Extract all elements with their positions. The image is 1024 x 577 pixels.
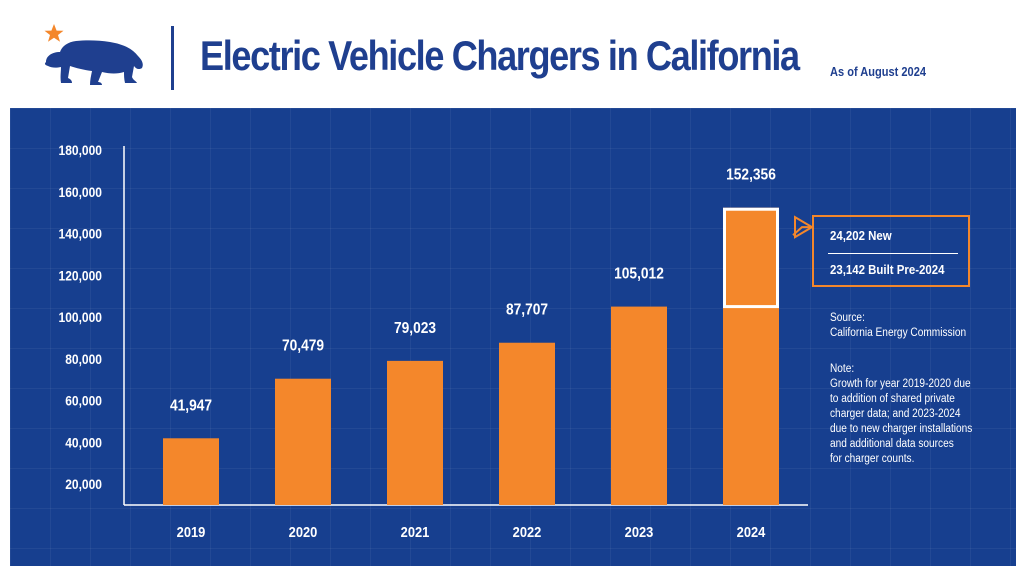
y-tick-label: 40,000 (65, 434, 102, 450)
y-tick-label: 140,000 (59, 226, 102, 242)
note-label: Note: (830, 363, 855, 375)
y-tick-label: 20,000 (65, 476, 102, 492)
bar (275, 378, 331, 505)
star-icon (44, 24, 64, 42)
x-tick-label: 2022 (513, 523, 542, 540)
callout-new: 24,202 New (830, 228, 892, 243)
source-block: Source: California Energy Commission (830, 311, 966, 341)
note-line: for charger counts. (830, 453, 915, 465)
bar (163, 438, 219, 505)
bar (723, 207, 779, 505)
note-line: and additional data sources (830, 438, 954, 450)
x-tick-label: 2023 (625, 523, 654, 540)
x-tick-label: 2021 (401, 523, 430, 540)
y-tick-label: 160,000 (59, 184, 102, 200)
callout-arrow (794, 215, 814, 239)
y-tick-label: 180,000 (59, 142, 102, 158)
value-label: 41,947 (170, 396, 212, 414)
header: Electric Vehicle Chargers in California … (0, 0, 1024, 108)
y-tick-label: 80,000 (65, 351, 102, 367)
note-block: Note: Growth for year 2019-2020 due to a… (830, 362, 972, 467)
as-of-date: As of August 2024 (830, 64, 926, 79)
x-tick-label: 2020 (289, 523, 318, 540)
y-tick-label: 60,000 (65, 393, 102, 409)
value-label: 105,012 (614, 265, 664, 283)
bar (611, 306, 667, 505)
source-label: Source: (830, 312, 865, 324)
note-line: due to new charger installations (830, 423, 973, 435)
note-line: Growth for year 2019-2020 due (830, 378, 971, 390)
bar (387, 360, 443, 505)
x-tick-label: 2024 (737, 523, 766, 540)
bar (499, 342, 555, 505)
note-line: to addition of shared private (830, 393, 955, 405)
callout-separator (828, 253, 958, 254)
y-tick-label: 100,000 (59, 309, 102, 325)
value-label: 152,356 (726, 166, 776, 184)
bar-highlight-outline (723, 207, 779, 309)
value-label: 87,707 (506, 301, 548, 319)
source-text: California Energy Commission (830, 327, 967, 339)
y-tick-label: 120,000 (59, 267, 102, 283)
california-bear-icon (44, 24, 143, 85)
x-tick-label: 2019 (177, 523, 206, 540)
value-label: 70,479 (282, 337, 324, 355)
header-divider (171, 26, 174, 90)
note-line: charger data; and 2023-2024 (830, 408, 961, 420)
callout-box: 24,202 New 23,142 Built Pre-2024 (812, 215, 970, 287)
callout-pre: 23,142 Built Pre-2024 (830, 262, 945, 277)
value-label: 79,023 (394, 319, 436, 337)
page-title: Electric Vehicle Chargers in California (200, 32, 800, 79)
